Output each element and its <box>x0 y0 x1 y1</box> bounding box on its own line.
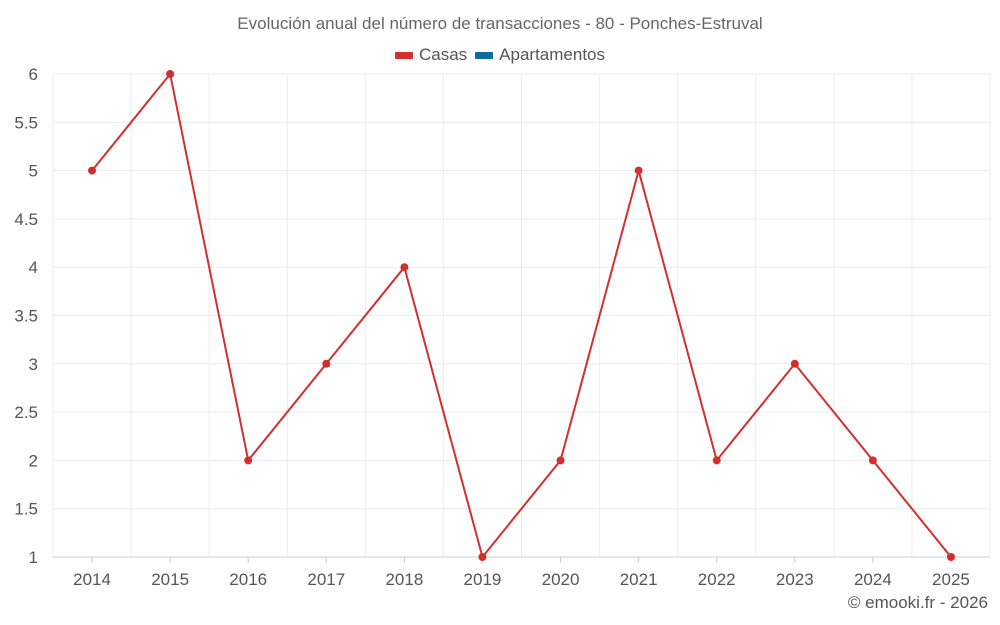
legend-item-casas[interactable]: Casas <box>394 45 468 65</box>
x-axis: 2014 2015 2016 2017 2018 2019 2020 2021 2022 2023… <box>73 557 970 589</box>
data-point[interactable] <box>400 263 409 272</box>
y-tick-label: 5.5 <box>14 113 38 132</box>
x-tick-label: 2022 <box>698 570 736 589</box>
data-point[interactable] <box>712 456 721 465</box>
data-point[interactable] <box>634 166 643 175</box>
legend-swatch-apartamentos <box>475 51 494 59</box>
legend-label-casas: Casas <box>418 45 468 64</box>
x-tick-label: 2024 <box>854 570 892 589</box>
data-point[interactable] <box>478 553 487 561</box>
y-tick-label: 3.5 <box>14 307 38 326</box>
legend-swatch-casas <box>394 51 413 59</box>
legend-label-apartamentos: Apartamentos <box>499 45 606 64</box>
data-point[interactable] <box>88 166 97 175</box>
chart-title: Evolución anual del número de transaccio… <box>237 14 763 33</box>
y-tick-label: 5 <box>29 162 38 181</box>
x-tick-label: 2025 <box>932 570 970 589</box>
series-layer <box>88 70 955 561</box>
data-point[interactable] <box>244 456 253 465</box>
x-tick-label: 2015 <box>151 570 189 589</box>
y-tick-label: 6 <box>29 65 38 84</box>
data-point[interactable] <box>166 70 175 78</box>
x-tick-label: 2023 <box>776 570 814 589</box>
x-tick-label: 2018 <box>385 570 423 589</box>
credit-text: © emooki.fr - 2026 <box>847 593 988 612</box>
data-point[interactable] <box>946 553 955 561</box>
data-point[interactable] <box>868 456 877 465</box>
x-tick-label: 2021 <box>620 570 658 589</box>
chart-legend: Casas Apartamentos <box>0 45 1000 65</box>
y-tick-label: 2 <box>29 451 38 470</box>
x-tick-label: 2016 <box>229 570 267 589</box>
y-tick-label: 3 <box>29 355 38 374</box>
data-point[interactable] <box>556 456 565 465</box>
y-axis: 1 1.5 2 2.5 3 3.5 4 4.5 5 5.5 6 <box>14 65 38 567</box>
y-tick-label: 4.5 <box>14 210 38 229</box>
y-tick-label: 1 <box>29 548 38 567</box>
series-line <box>91 71 952 560</box>
y-tick-label: 1.5 <box>14 500 38 519</box>
y-tick-label: 4 <box>29 258 38 277</box>
x-tick-label: 2014 <box>73 570 111 589</box>
y-tick-label: 2.5 <box>14 403 38 422</box>
legend-item-apartamentos[interactable]: Apartamentos <box>475 45 605 65</box>
x-tick-label: 2019 <box>464 570 502 589</box>
data-point[interactable] <box>322 359 331 368</box>
x-tick-label: 2020 <box>542 570 580 589</box>
x-tick-label: 2017 <box>307 570 345 589</box>
data-point[interactable] <box>790 359 799 368</box>
grid-lines <box>52 73 991 558</box>
